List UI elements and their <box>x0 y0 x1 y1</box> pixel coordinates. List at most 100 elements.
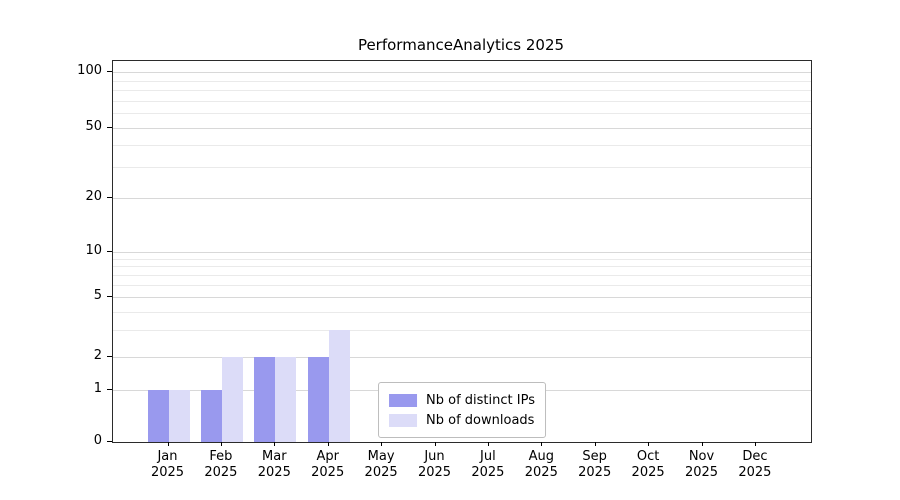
x-tick-mark-nov <box>701 442 703 446</box>
gridline-major-50 <box>113 128 811 130</box>
gridline-minor-4 <box>113 311 811 313</box>
y-tick-mark-20 <box>107 197 112 199</box>
gridline-minor-8 <box>113 266 811 268</box>
gridline-major-5 <box>113 296 811 298</box>
x-tick-label-mar: Mar 2025 <box>242 449 306 481</box>
gridline-major-2 <box>113 357 811 358</box>
x-tick-month-aug: Aug <box>528 449 554 464</box>
x-tick-label-jul: Jul 2025 <box>456 449 520 481</box>
x-tick-label-may: May 2025 <box>349 449 413 481</box>
legend-item-distinct-ips: Nb of distinct IPs <box>389 390 535 410</box>
x-tick-month-jul: Jul <box>480 449 496 464</box>
x-tick-mark-jun <box>434 442 436 446</box>
x-tick-mark-may <box>381 442 383 446</box>
x-tick-mark-aug <box>541 442 543 446</box>
bar-nb-of-downloads-mar <box>275 357 297 442</box>
x-tick-label-dec: Dec 2025 <box>723 449 787 481</box>
x-tick-month-may: May <box>367 449 395 464</box>
x-tick-mark-apr <box>327 442 329 446</box>
x-tick-label-sep: Sep 2025 <box>563 449 627 481</box>
gridline-minor-9 <box>113 258 811 260</box>
bar-nb-of-downloads-feb <box>221 357 243 442</box>
y-tick-label-5: 5 <box>93 287 102 303</box>
y-tick-label-1: 1 <box>93 381 102 397</box>
x-tick-mark-oct <box>648 442 650 446</box>
y-tick-mark-0 <box>107 441 112 442</box>
x-tick-year-jan: 2025 <box>150 465 185 480</box>
x-tick-year-aug: 2025 <box>524 465 558 480</box>
x-tick-mark-feb <box>220 442 222 446</box>
gridline-minor-30 <box>113 167 811 169</box>
x-tick-label-aug: Aug 2025 <box>509 449 573 481</box>
legend: Nb of distinct IPs Nb of downloads <box>378 382 546 438</box>
y-tick-label-10: 10 <box>85 242 102 258</box>
x-tick-mark-dec <box>754 442 756 446</box>
x-tick-year-sep: 2025 <box>578 465 612 480</box>
legend-swatch-downloads <box>389 413 418 427</box>
x-tick-year-dec: 2025 <box>738 465 772 480</box>
x-tick-year-jul: 2025 <box>471 465 505 480</box>
x-tick-year-mar: 2025 <box>257 465 291 480</box>
x-tick-year-nov: 2025 <box>684 465 719 480</box>
x-tick-mark-jan <box>167 442 169 446</box>
x-tick-mark-mar <box>274 442 276 446</box>
bar-nb-of-distinct-ips-mar <box>254 357 276 442</box>
legend-item-downloads: Nb of downloads <box>389 410 535 430</box>
x-tick-label-oct: Oct 2025 <box>616 449 680 481</box>
gridline-minor-3 <box>113 330 811 332</box>
bar-nb-of-downloads-jan <box>168 390 190 442</box>
legend-label-downloads: Nb of downloads <box>426 412 535 428</box>
x-tick-month-sep: Sep <box>582 449 607 464</box>
x-tick-year-jun: 2025 <box>417 465 452 480</box>
y-tick-mark-1 <box>107 389 112 391</box>
bar-nb-of-distinct-ips-feb <box>200 390 222 442</box>
legend-swatch-distinct-ips <box>389 393 418 407</box>
chart-title: PerformanceAnalytics 2025 <box>357 36 565 54</box>
y-tick-label-100: 100 <box>77 63 102 78</box>
y-tick-mark-100 <box>107 71 112 72</box>
y-tick-label-0: 0 <box>93 433 102 448</box>
y-tick-mark-5 <box>107 295 112 297</box>
x-tick-month-mar: Mar <box>262 449 287 464</box>
legend-label-distinct-ips: Nb of distinct IPs <box>426 392 535 408</box>
y-tick-label-50: 50 <box>85 119 102 135</box>
gridline-major-20 <box>113 198 811 200</box>
x-tick-label-feb: Feb 2025 <box>189 449 253 481</box>
x-tick-month-dec: Dec <box>742 449 768 464</box>
x-tick-year-feb: 2025 <box>204 465 238 480</box>
gridline-minor-70 <box>113 100 811 102</box>
x-tick-month-jun: Jun <box>424 449 445 464</box>
gridline-minor-90 <box>113 80 811 82</box>
x-tick-label-jan: Jan 2025 <box>136 449 200 481</box>
gridline-major-100 <box>113 72 811 73</box>
x-tick-year-may: 2025 <box>364 465 398 480</box>
y-tick-label-2: 2 <box>93 348 102 363</box>
y-tick-label-20: 20 <box>85 189 102 205</box>
bar-nb-of-distinct-ips-jan <box>147 390 169 442</box>
x-tick-label-nov: Nov 2025 <box>670 449 734 481</box>
gridline-minor-6 <box>113 285 811 286</box>
y-tick-mark-10 <box>107 250 112 252</box>
gridline-major-10 <box>113 251 811 253</box>
gridline-minor-80 <box>113 90 811 92</box>
x-tick-month-nov: Nov <box>688 449 715 464</box>
plot-area: Nb of distinct IPs Nb of downloads <box>112 60 812 443</box>
x-tick-label-jun: Jun 2025 <box>403 449 467 481</box>
bar-nb-of-distinct-ips-apr <box>307 357 329 442</box>
x-tick-year-apr: 2025 <box>311 465 345 480</box>
x-tick-mark-jul <box>487 442 489 446</box>
gridline-minor-7 <box>113 275 811 276</box>
x-tick-mark-sep <box>594 442 596 446</box>
x-tick-label-apr: Apr 2025 <box>296 449 360 481</box>
x-tick-month-oct: Oct <box>636 449 660 464</box>
x-tick-month-apr: Apr <box>316 449 339 464</box>
gridline-minor-60 <box>113 113 811 115</box>
gridline-minor-40 <box>113 145 811 147</box>
y-tick-mark-2 <box>107 356 112 357</box>
x-tick-month-feb: Feb <box>209 449 233 464</box>
x-tick-month-jan: Jan <box>157 449 178 464</box>
bar-nb-of-downloads-apr <box>328 330 350 442</box>
x-tick-year-oct: 2025 <box>631 465 665 480</box>
y-tick-mark-50 <box>107 127 112 129</box>
